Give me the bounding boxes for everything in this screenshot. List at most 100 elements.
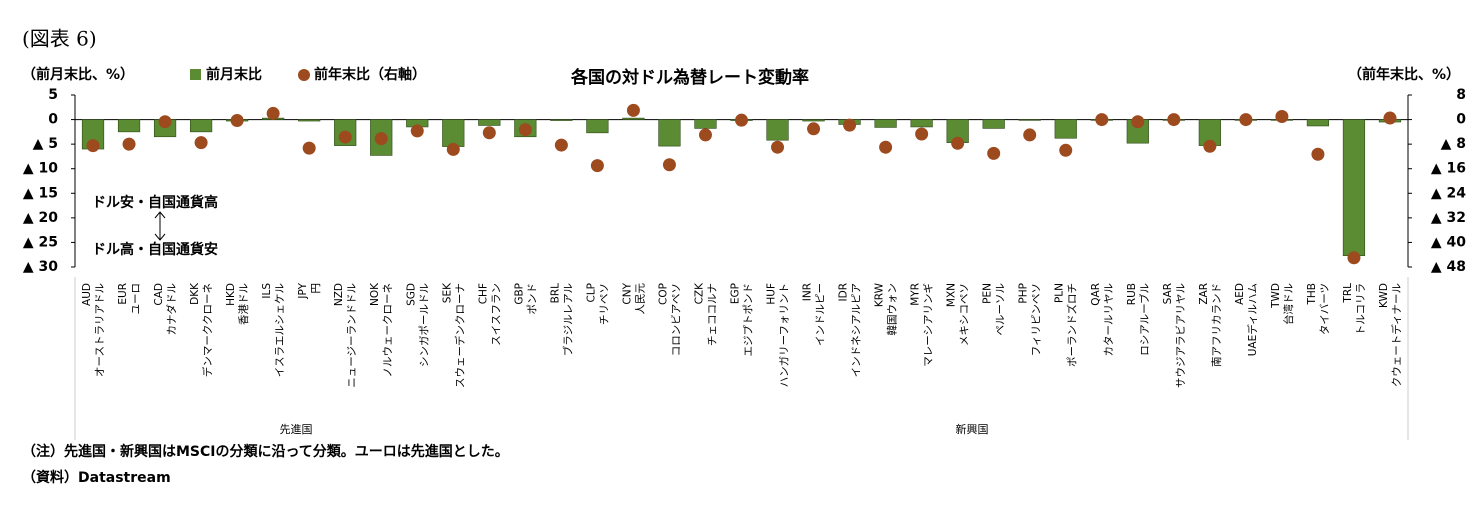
legend-swatch [298, 69, 310, 81]
x-tick-label: DKK [189, 282, 201, 305]
bar [1342, 119, 1366, 256]
y2-tick-label: ▲ 16 [1431, 161, 1466, 177]
dot [879, 140, 893, 154]
x-tick-label: エジプトポンド [743, 283, 755, 357]
dot [951, 136, 965, 150]
dot [1059, 143, 1073, 157]
dot [1383, 111, 1397, 125]
dot [843, 118, 857, 132]
dot [987, 146, 1001, 160]
dot [1311, 147, 1325, 161]
x-tick-label: SGD [405, 283, 417, 306]
x-tick-label: 南アフリカランド [1210, 283, 1223, 367]
y2-axis-label: （前年末比、%） [1348, 66, 1460, 83]
dot [482, 126, 496, 140]
y-tick-label: 5 [48, 87, 58, 103]
dot [915, 127, 929, 141]
x-tick-label: EUR [117, 283, 129, 305]
x-tick-label: UAEディルハム [1246, 283, 1259, 356]
x-tick-label: CNY [621, 282, 633, 304]
y2-tick-label: ▲ 48 [1431, 259, 1466, 275]
group-label: 新興国 [956, 422, 989, 436]
annotation-arrow [154, 211, 166, 241]
dot [86, 139, 100, 153]
dot [807, 122, 821, 136]
x-tick-label: GBP [513, 283, 525, 305]
x-tick-label: ペルーソル [995, 283, 1007, 336]
x-tick-label: IDR [838, 283, 850, 301]
bar [189, 119, 213, 133]
bar [694, 119, 717, 129]
x-tick-label: インドネシアルピア [851, 283, 863, 377]
bar [298, 119, 321, 122]
x-tick-label: トルコリラ [1355, 283, 1367, 335]
x-tick-label: ノルウェークローネ [382, 283, 394, 378]
dot [1023, 128, 1037, 142]
bar [1306, 119, 1330, 127]
figure-label: (図表 6) [22, 27, 97, 51]
x-tick-label: THB [1306, 283, 1318, 306]
bar [586, 119, 609, 134]
annotation: ドル高・自国通貨安 [92, 241, 218, 258]
x-tick-label: 台湾ドル [1282, 283, 1295, 325]
y-tick-label: ▲ 5 [33, 136, 58, 152]
dot [374, 132, 388, 146]
dot [194, 136, 208, 150]
dot [518, 123, 532, 137]
x-tick-label: クウェートディナール [1390, 283, 1403, 387]
x-tick-label: CHF [477, 283, 489, 304]
note: （注）先進国・新興国はMSCIの分類に沿って分類。ユーロは先進国とした。 [22, 443, 509, 460]
y-tick-label: 0 [48, 112, 58, 128]
x-tick-label: HUF [766, 283, 778, 305]
bar [802, 119, 825, 122]
y2-tick-label: 0 [1456, 112, 1466, 128]
x-tick-label: インドルピー [815, 283, 827, 346]
x-tick-label: AUD [81, 283, 93, 306]
x-tick-label: TWD [1270, 283, 1282, 309]
dot [1131, 115, 1145, 129]
x-tick-label: MYR [910, 283, 922, 306]
y-tick-label: ▲ 15 [23, 185, 58, 201]
x-tick-label: タイバーツ [1319, 283, 1331, 335]
dot [554, 138, 568, 152]
y2-tick-label: ▲ 24 [1431, 185, 1466, 201]
y-tick-label: ▲ 20 [23, 210, 58, 226]
x-tick-label: QAR [1090, 283, 1102, 306]
x-tick-label: SEK [441, 282, 453, 303]
x-tick-label: ブラジルレアル [561, 283, 574, 356]
bar [442, 119, 465, 147]
x-tick-label: メキシコペソ [959, 283, 971, 346]
dot [1239, 113, 1253, 127]
dot [1275, 110, 1289, 123]
x-tick-label: EGP [730, 283, 742, 304]
dot [1203, 139, 1217, 153]
x-tick-label: CZK [693, 282, 705, 305]
dot [1095, 113, 1109, 127]
x-tick-label: 香港ドル [238, 283, 250, 325]
dot [626, 103, 640, 117]
dot [338, 130, 352, 144]
x-tick-label: ロシアルーブル [1138, 283, 1151, 356]
x-tick-label: ポンド [526, 283, 538, 315]
group-label: 先進国 [280, 423, 313, 436]
y-axis-label: （前月末比、%） [22, 66, 134, 83]
x-tick-label: COP [657, 283, 669, 305]
x-tick-label: PLN [1054, 283, 1066, 303]
x-tick-label: カタールリヤル [1103, 283, 1115, 357]
source: （資料）Datastream [22, 469, 171, 486]
x-tick-label: デンマーククローネ [201, 283, 214, 377]
x-tick-label: マレーシアリンギ [923, 283, 935, 367]
bar [874, 119, 897, 128]
x-tick-label: INR [802, 283, 814, 301]
legend-label: 前月末比 [206, 66, 262, 83]
y2-tick-label: 8 [1456, 87, 1466, 103]
bar [982, 119, 1005, 129]
bar [478, 119, 501, 126]
x-tick-label: KWD [1378, 283, 1390, 308]
dot [590, 159, 604, 173]
bar [1018, 119, 1041, 121]
dot [122, 137, 136, 151]
x-tick-label: PEN [982, 283, 994, 304]
y-tick-label: ▲ 10 [23, 161, 58, 177]
x-tick-label: スイスフラン [490, 283, 502, 346]
